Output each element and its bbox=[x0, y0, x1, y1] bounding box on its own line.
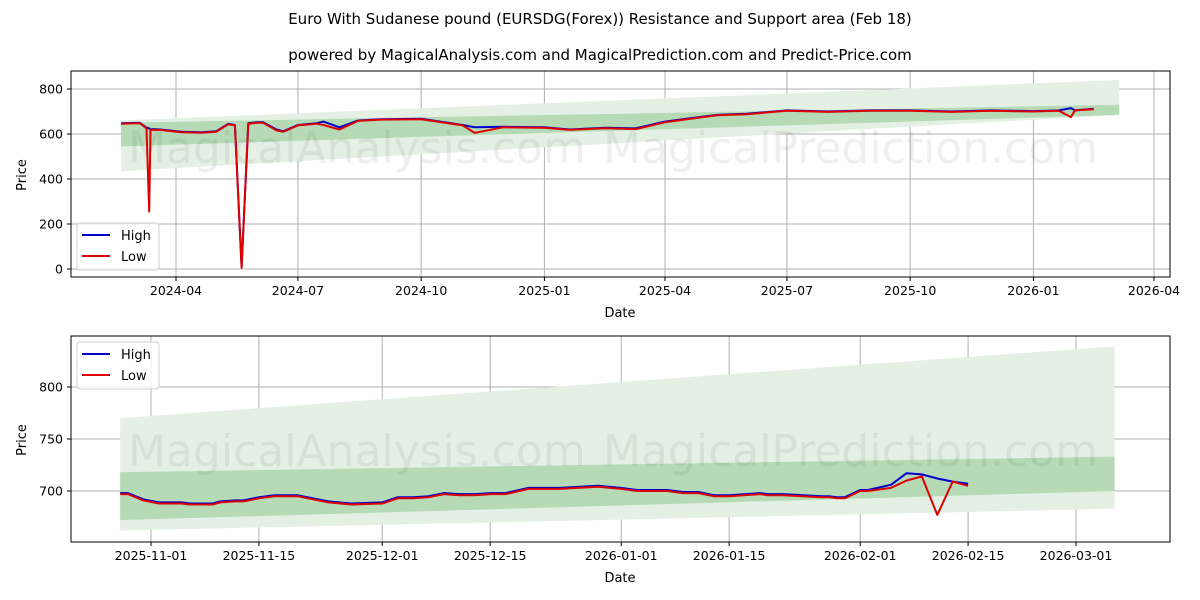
x-tick-label: 2024-07 bbox=[272, 283, 324, 298]
bottom-x-axis-label: Date bbox=[604, 571, 635, 586]
top-bands bbox=[121, 80, 1120, 172]
legend-low-label: Low bbox=[121, 369, 147, 384]
bottom-chart: MagicalAnalysis.com MagicalPrediction.co… bbox=[15, 335, 1171, 586]
x-tick-label: 2025-12-15 bbox=[454, 548, 527, 563]
top-axes-frame bbox=[70, 70, 1171, 278]
low-series-line bbox=[120, 475, 969, 516]
low-series-line bbox=[121, 108, 1094, 269]
y-tick-label: 800 bbox=[39, 82, 63, 97]
top-y-axis: 0 200 400 600 800 bbox=[39, 82, 71, 277]
watermark-4: MagicalPrediction.com bbox=[603, 426, 1098, 477]
x-tick-label: 2025-10 bbox=[884, 283, 936, 298]
x-tick-label: 2024-04 bbox=[150, 283, 202, 298]
watermark-1: MagicalAnalysis.com bbox=[128, 123, 586, 174]
y-tick-label: 200 bbox=[39, 217, 63, 232]
y-tick-label: 750 bbox=[39, 432, 63, 447]
resistance-support-inner-band bbox=[121, 104, 1120, 147]
x-tick-label: 2024-10 bbox=[395, 283, 447, 298]
top-x-axis: 2024-04 2024-07 2024-10 2025-01 2025-04 2025-… bbox=[150, 277, 1180, 298]
y-tick-label: 700 bbox=[39, 484, 63, 499]
top-y-axis-label: Price bbox=[15, 159, 30, 191]
chart-title: Euro With Sudanese pound (EURSDG(Forex))… bbox=[288, 10, 912, 28]
legend-low-label: Low bbox=[121, 250, 147, 265]
x-tick-label: 2025-12-01 bbox=[346, 548, 419, 563]
chart-subtitle: powered by MagicalAnalysis.com and Magic… bbox=[288, 46, 912, 64]
y-tick-label: 800 bbox=[39, 380, 63, 395]
legend-high-label: High bbox=[121, 348, 151, 363]
top-chart: MagicalAnalysis.com MagicalPrediction.co… bbox=[15, 70, 1180, 321]
x-tick-label: 2025-04 bbox=[639, 283, 691, 298]
x-tick-label: 2025-01 bbox=[518, 283, 570, 298]
x-tick-label: 2025-11-15 bbox=[223, 548, 296, 563]
x-tick-label: 2026-02-01 bbox=[824, 548, 897, 563]
top-x-axis-label: Date bbox=[604, 306, 635, 321]
watermark-3: MagicalAnalysis.com bbox=[128, 426, 586, 477]
x-tick-label: 2026-03-01 bbox=[1040, 548, 1113, 563]
x-tick-label: 2026-01 bbox=[1007, 283, 1059, 298]
top-legend: High Low bbox=[76, 222, 160, 271]
bottom-y-axis: 700 750 800 bbox=[39, 380, 71, 499]
top-lines bbox=[121, 107, 1094, 269]
bottom-legend: High Low bbox=[76, 341, 160, 390]
x-tick-label: 2026-01-15 bbox=[693, 548, 766, 563]
x-tick-label: 2025-11-01 bbox=[115, 548, 188, 563]
y-tick-label: 0 bbox=[55, 262, 63, 277]
legend-high-label: High bbox=[121, 229, 151, 244]
y-tick-label: 600 bbox=[39, 127, 63, 142]
bottom-lines bbox=[120, 472, 969, 516]
x-tick-label: 2026-02-15 bbox=[932, 548, 1005, 563]
y-tick-label: 400 bbox=[39, 172, 63, 187]
bottom-y-axis-label: Price bbox=[15, 424, 30, 456]
x-tick-label: 2026-04 bbox=[1128, 283, 1180, 298]
watermark-2: MagicalPrediction.com bbox=[603, 123, 1098, 174]
bottom-x-axis: 2025-11-01 2025-11-15 2025-12-01 2025-12-15… bbox=[115, 542, 1113, 563]
x-tick-label: 2025-07 bbox=[761, 283, 813, 298]
x-tick-label: 2026-01-01 bbox=[585, 548, 658, 563]
